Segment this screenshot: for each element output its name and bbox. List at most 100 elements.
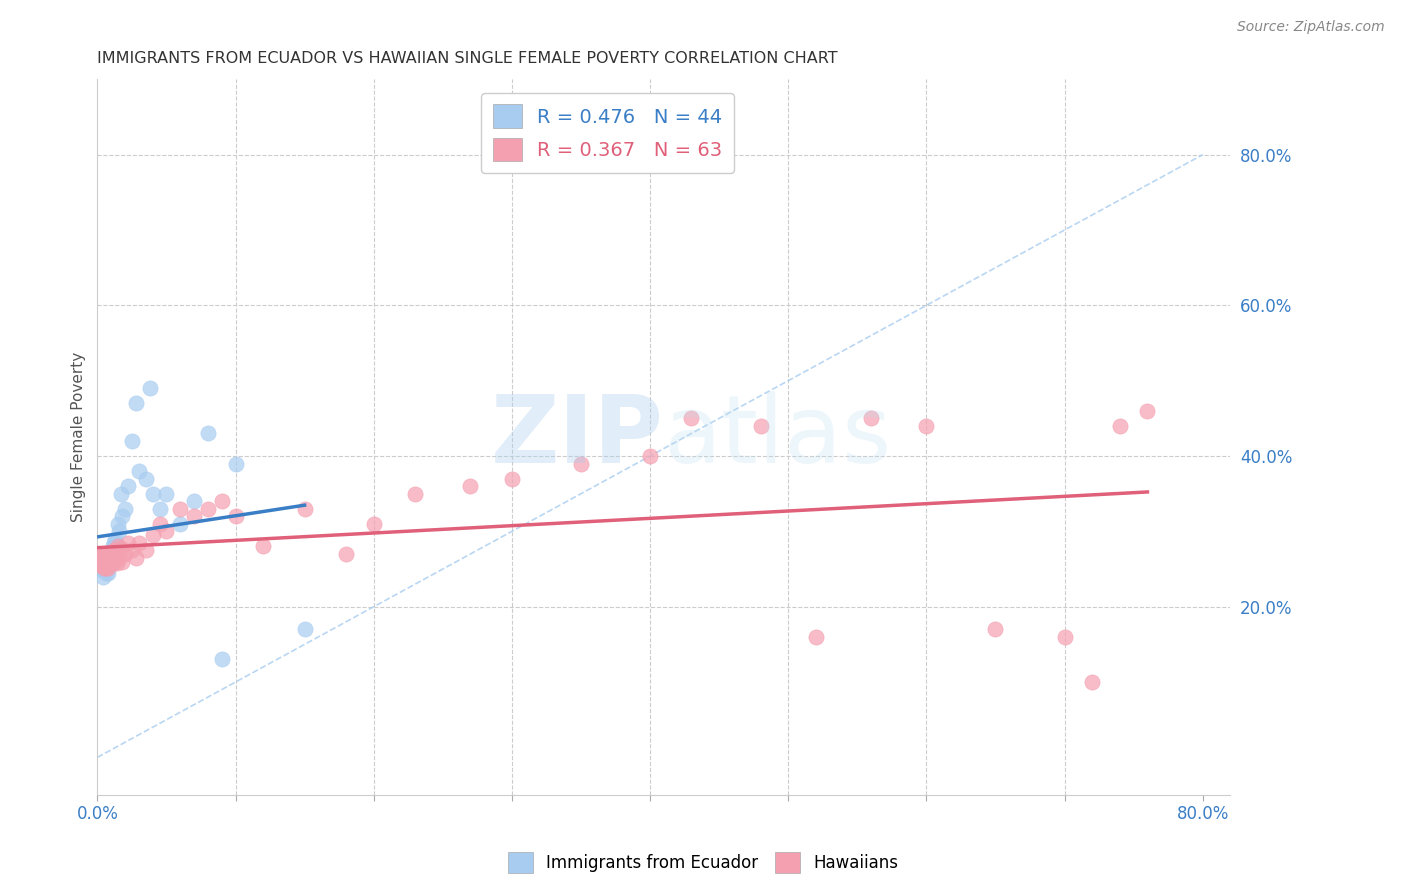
Point [681, 411, 703, 425]
Point [225, 509, 247, 524]
Point [114, 501, 136, 516]
Point [91, 569, 114, 583]
Point [90, 558, 112, 573]
Point [804, 630, 827, 644]
Point [460, 479, 482, 493]
Point [404, 486, 426, 500]
Point [90, 547, 112, 561]
Point [89, 562, 111, 576]
Point [128, 464, 150, 478]
Point [90, 558, 112, 573]
Point [87, 550, 110, 565]
Point [363, 516, 385, 531]
Point [100, 547, 122, 561]
Point [211, 652, 233, 666]
Point [1081, 675, 1104, 690]
Point [104, 532, 127, 546]
Legend: Immigrants from Ecuador, Hawaiians: Immigrants from Ecuador, Hawaiians [501, 846, 905, 880]
Point [94, 566, 117, 580]
Point [97, 554, 120, 568]
Point [569, 457, 592, 471]
Point [117, 535, 139, 549]
Point [860, 411, 883, 425]
Point [139, 381, 162, 395]
Point [121, 543, 143, 558]
Point [91, 550, 114, 565]
Text: Source: ZipAtlas.com: Source: ZipAtlas.com [1237, 20, 1385, 34]
Point [98, 550, 121, 565]
Point [98, 549, 121, 563]
Point [148, 516, 170, 531]
Point [984, 623, 1007, 637]
Point [155, 524, 177, 539]
Point [107, 516, 129, 531]
Text: atlas: atlas [664, 392, 891, 483]
Point [103, 550, 125, 565]
Point [90, 550, 112, 565]
Point [93, 562, 115, 576]
Point [101, 556, 124, 570]
Point [97, 566, 120, 580]
Point [105, 540, 128, 554]
Point [100, 545, 122, 559]
Point [197, 501, 219, 516]
Point [91, 556, 114, 570]
Point [87, 558, 110, 573]
Point [91, 554, 114, 568]
Point [117, 479, 139, 493]
Legend: R = 0.476   N = 44, R = 0.367   N = 63: R = 0.476 N = 44, R = 0.367 N = 63 [481, 93, 734, 173]
Point [135, 472, 157, 486]
Text: IMMIGRANTS FROM ECUADOR VS HAWAIIAN SINGLE FEMALE POVERTY CORRELATION CHART: IMMIGRANTS FROM ECUADOR VS HAWAIIAN SING… [97, 51, 838, 66]
Point [169, 501, 191, 516]
Point [142, 528, 165, 542]
Point [94, 549, 117, 564]
Point [1108, 418, 1130, 433]
Point [98, 556, 121, 570]
Point [101, 540, 124, 554]
Point [135, 543, 157, 558]
Point [501, 472, 523, 486]
Point [87, 558, 110, 573]
Point [111, 509, 134, 524]
Point [89, 547, 111, 561]
Point [749, 418, 772, 433]
Point [97, 560, 120, 574]
Point [294, 623, 316, 637]
Point [1136, 404, 1159, 418]
Point [335, 547, 357, 561]
Point [183, 509, 205, 524]
Point [183, 494, 205, 508]
Y-axis label: Single Female Poverty: Single Female Poverty [72, 352, 86, 523]
Point [104, 545, 127, 559]
Point [97, 549, 120, 564]
Point [125, 550, 148, 565]
Point [101, 549, 124, 563]
Point [111, 554, 134, 568]
Point [225, 457, 247, 471]
Point [108, 550, 131, 565]
Point [96, 558, 118, 573]
Point [142, 486, 165, 500]
Point [108, 524, 131, 539]
Point [89, 554, 111, 568]
Point [211, 494, 233, 508]
Point [915, 418, 938, 433]
Point [96, 550, 118, 565]
Point [94, 560, 117, 574]
Point [125, 396, 148, 410]
Point [89, 550, 111, 565]
Point [114, 547, 136, 561]
Point [96, 551, 118, 566]
Point [98, 558, 121, 573]
Point [87, 547, 110, 561]
Point [121, 434, 143, 448]
Point [294, 501, 316, 516]
Point [105, 556, 128, 570]
Point [93, 550, 115, 565]
Point [252, 540, 274, 554]
Point [100, 554, 122, 568]
Point [197, 426, 219, 441]
Point [93, 549, 115, 563]
Point [169, 516, 191, 531]
Point [110, 486, 132, 500]
